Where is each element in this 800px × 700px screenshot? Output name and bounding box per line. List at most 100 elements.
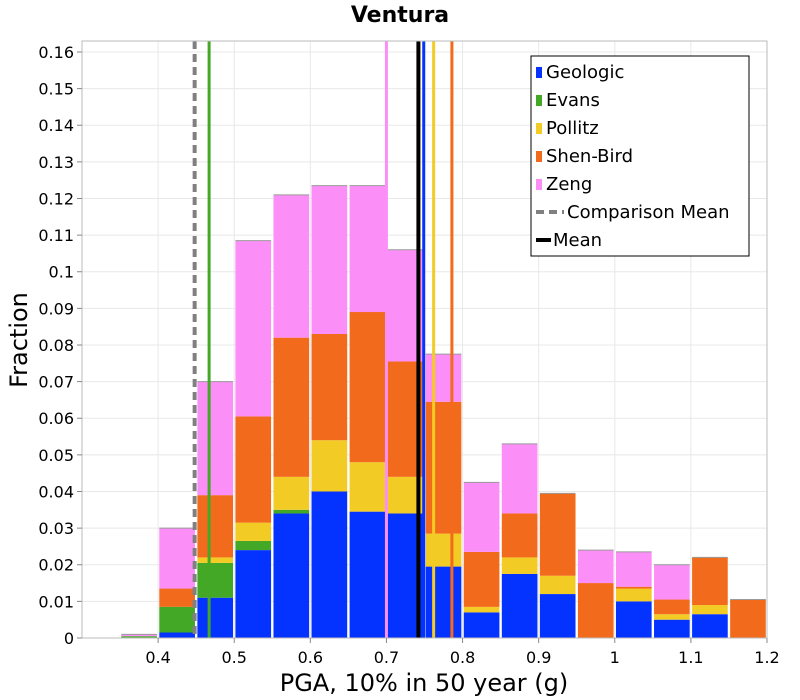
bar-pollitz <box>273 476 310 510</box>
x-tick-label: 0.6 <box>298 648 323 667</box>
bar-pollitz <box>615 588 652 602</box>
legend-label-zeng: Zeng <box>546 174 592 195</box>
bar-pollitz <box>539 575 576 595</box>
plot-frame <box>81 40 768 639</box>
x-axis-ticks: 0.4 0.5 0.6 0.7 0.8 0.9 1 1.1 1.2 <box>145 638 780 667</box>
x-tick-label: 1.1 <box>678 648 703 667</box>
y-tick-label: 0.14 <box>38 116 74 135</box>
y-tick-label: 0.06 <box>38 409 74 428</box>
bar-zeng <box>349 185 386 313</box>
legend-label-evans: Evans <box>546 90 600 111</box>
bar-shen-bird <box>577 583 614 638</box>
bar-shen-bird <box>501 513 538 558</box>
bar-geologic <box>501 573 538 638</box>
bar-shen-bird <box>730 599 766 638</box>
y-tick-label: 0.1 <box>49 263 74 282</box>
bar-pollitz <box>425 533 462 567</box>
bar-evans <box>121 636 157 638</box>
bar-shen-bird <box>654 599 690 615</box>
bar-shen-bird <box>615 586 652 589</box>
y-tick-label: 0.13 <box>38 153 74 172</box>
bar-evans <box>235 540 272 551</box>
y-tick-label: 0.16 <box>38 43 74 62</box>
bar-pollitz <box>197 557 234 563</box>
bar-zeng <box>425 354 462 402</box>
legend-box <box>530 55 750 257</box>
legend-swatch-shen-bird <box>536 151 542 162</box>
bar-pollitz <box>654 614 690 620</box>
legend-swatch-pollitz <box>536 123 542 134</box>
bar-geologic <box>273 513 310 638</box>
y-tick-label: 0.15 <box>38 80 74 99</box>
bar-zeng <box>311 185 348 335</box>
x-tick-label: 0.9 <box>526 648 551 667</box>
bar-geologic <box>349 511 386 638</box>
bar-geologic <box>425 566 462 638</box>
bar-zeng <box>463 482 500 552</box>
y-tick-label: 0.09 <box>38 299 74 318</box>
vertical-lines-group <box>192 41 454 638</box>
bar-geologic <box>692 614 728 638</box>
bar-geologic <box>311 491 348 638</box>
y-axis-title: Fraction <box>5 292 33 388</box>
bar-shen-bird <box>349 312 386 463</box>
bars-group <box>121 185 766 638</box>
bar-pollitz <box>692 605 728 615</box>
bar-geologic <box>539 594 576 638</box>
bar-geologic <box>159 632 195 638</box>
bar-zeng <box>615 551 652 587</box>
y-axis-ticks: 0 0.01 0.02 0.03 0.04 0.05 0.06 0.07 0.08 0.09 0.1… <box>38 43 82 648</box>
bar-shen-bird <box>159 588 195 607</box>
bar-pollitz <box>349 462 386 512</box>
legend: Geologic Evans Pollitz Shen-Bird Zeng Compari… <box>530 55 750 257</box>
y-tick-label: 0.01 <box>38 592 74 611</box>
bar-geologic <box>463 612 500 638</box>
bar-evans <box>197 562 234 598</box>
bar-shen-bird <box>463 551 500 607</box>
x-tick-label: 0.7 <box>374 648 399 667</box>
y-tick-label: 0 <box>64 629 74 648</box>
y-tick-label: 0.07 <box>38 373 74 392</box>
legend-label-pollitz: Pollitz <box>546 118 599 139</box>
bar-zeng <box>501 443 538 514</box>
legend-label-comparison-mean: Comparison Mean <box>567 202 730 223</box>
bar-zeng <box>121 634 157 637</box>
bar-shen-bird <box>311 334 348 441</box>
bar-shen-bird <box>197 495 234 558</box>
bar-geologic <box>197 597 234 638</box>
bar-geologic <box>235 550 272 638</box>
bar-evans <box>273 509 310 514</box>
bar-zeng <box>577 550 614 584</box>
bar-zeng <box>159 528 195 589</box>
chart-title: Ventura <box>351 3 449 28</box>
bar-pollitz <box>463 606 500 613</box>
x-tick-label: 0.5 <box>221 648 246 667</box>
bar-shen-bird <box>273 337 310 477</box>
bar-geologic <box>654 619 690 638</box>
y-tick-label: 0.08 <box>38 336 74 355</box>
bar-pollitz <box>235 522 272 541</box>
bar-shen-bird <box>425 401 462 534</box>
legend-label-shen-bird: Shen-Bird <box>546 146 633 167</box>
y-tick-label: 0.04 <box>38 482 74 501</box>
legend-swatch-geologic <box>536 67 542 78</box>
bar-shen-bird <box>692 557 728 606</box>
x-tick-label: 0.4 <box>145 648 170 667</box>
bar-shen-bird <box>235 416 272 523</box>
bar-zeng <box>235 240 272 417</box>
bar-evans <box>159 606 195 633</box>
y-tick-label: 0.03 <box>38 519 74 538</box>
legend-swatch-evans <box>536 95 542 106</box>
legend-swatch-zeng <box>536 179 542 190</box>
bar-pollitz <box>501 557 538 574</box>
bar-zeng <box>654 564 690 600</box>
y-tick-label: 0.05 <box>38 446 74 465</box>
y-tick-label: 0.12 <box>38 189 74 208</box>
bar-shen-bird <box>539 493 576 576</box>
bar-geologic <box>615 601 652 638</box>
bar-zeng <box>273 194 310 338</box>
legend-label-geologic: Geologic <box>546 62 624 83</box>
y-tick-label: 0.02 <box>38 556 74 575</box>
x-tick-label: 1 <box>610 648 620 667</box>
